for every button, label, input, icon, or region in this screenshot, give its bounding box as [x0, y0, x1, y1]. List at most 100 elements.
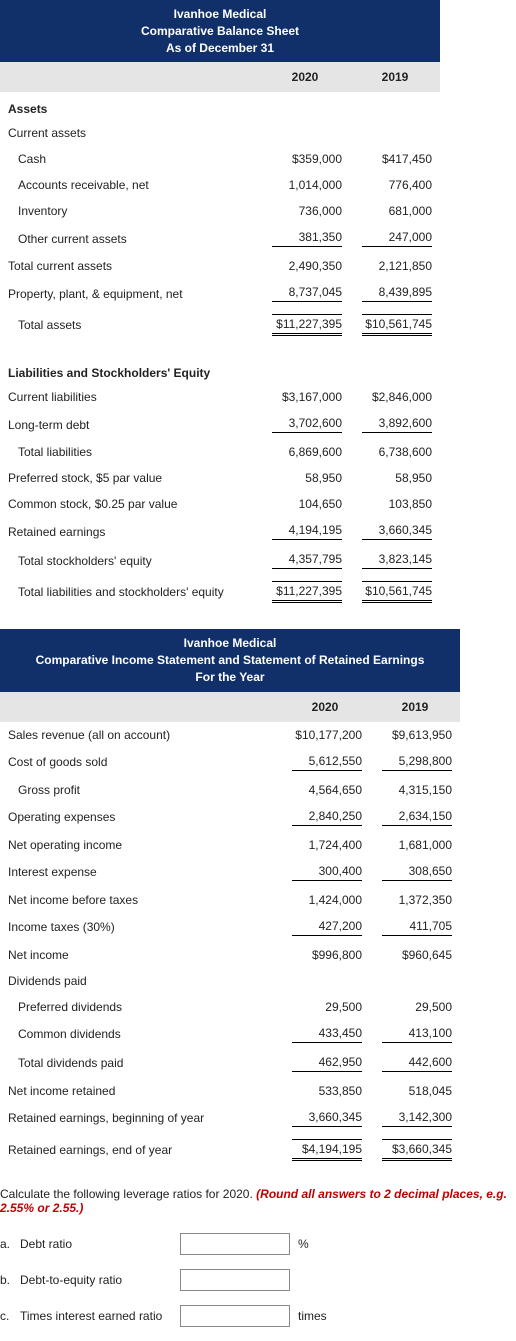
cell: 4,564,650: [280, 783, 370, 797]
debt-ratio-input[interactable]: [180, 1233, 290, 1255]
row-label: Total stockholders' equity: [0, 554, 260, 568]
table-row: Operating expenses2,840,2502,634,150: [0, 803, 460, 832]
cell: 103,850: [350, 497, 440, 511]
row-label: Cash: [0, 152, 260, 166]
cell: 6,738,600: [350, 445, 440, 459]
row-label: Retained earnings, end of year: [0, 1143, 280, 1157]
year-2020: 2020: [260, 70, 350, 84]
cell: 411,705: [370, 919, 460, 936]
table-row: Preferred dividends29,50029,500: [0, 994, 460, 1020]
income-statement-header: Ivanhoe Medical Comparative Income State…: [0, 629, 460, 691]
income-statement-table: Ivanhoe Medical Comparative Income State…: [0, 629, 460, 1166]
row-label: Total liabilities and stockholders' equi…: [0, 585, 260, 599]
times-interest-input[interactable]: [180, 1305, 290, 1327]
cell: 4,194,195: [260, 523, 350, 540]
cell: 5,298,800: [370, 754, 460, 771]
table-row: Retained earnings4,194,1953,660,345: [0, 517, 440, 546]
header-line: Comparative Balance Sheet: [0, 23, 440, 40]
cell: 3,892,600: [350, 416, 440, 433]
row-label: Net income: [0, 948, 280, 962]
cell: $3,660,345: [370, 1139, 460, 1161]
row-label: Income taxes (30%): [0, 920, 280, 934]
table-row: Gross profit4,564,6504,315,150: [0, 777, 460, 803]
row-label: Other current assets: [0, 232, 260, 246]
cell: 462,950: [280, 1055, 370, 1072]
header-line: For the Year: [0, 669, 460, 686]
row-label: Cost of goods sold: [0, 755, 280, 769]
cell: 518,045: [370, 1084, 460, 1098]
cell: $10,561,745: [350, 314, 440, 336]
balance-sheet-header: Ivanhoe Medical Comparative Balance Shee…: [0, 0, 440, 62]
question-label: Debt ratio: [20, 1237, 180, 1251]
row-label: Common dividends: [0, 1027, 280, 1041]
table-row: Total current assets2,490,3502,121,850: [0, 253, 440, 279]
current-assets-title: Current assets: [0, 126, 260, 140]
header-line: Comparative Income Statement and Stateme…: [0, 652, 460, 669]
unit-label: %: [298, 1237, 309, 1251]
table-row: Net income$996,800$960,645: [0, 942, 460, 968]
table-row: Preferred stock, $5 par value58,95058,95…: [0, 465, 440, 491]
row-label: Preferred dividends: [0, 1000, 280, 1014]
cell: $11,227,395: [260, 581, 350, 603]
cell: 4,315,150: [370, 783, 460, 797]
table-row: Interest expense300,400308,650: [0, 858, 460, 887]
cell: $3,167,000: [260, 390, 350, 404]
question-letter: b.: [0, 1273, 20, 1287]
table-row: Retained earnings, beginning of year3,66…: [0, 1104, 460, 1133]
cell: 413,100: [370, 1026, 460, 1043]
question-b: b. Debt-to-equity ratio: [0, 1269, 516, 1291]
unit-label: times: [298, 1309, 327, 1323]
table-row: Net income retained533,850518,045: [0, 1078, 460, 1104]
table-row: Inventory736,000681,000: [0, 198, 440, 224]
cell: 1,372,350: [370, 893, 460, 907]
table-row: Income taxes (30%)427,200411,705: [0, 913, 460, 942]
row-label: Operating expenses: [0, 810, 280, 824]
row-label: Long-term debt: [0, 418, 260, 432]
cell: 58,950: [350, 471, 440, 485]
header-line: As of December 31: [0, 40, 440, 57]
table-row: Retained earnings, end of year$4,194,195…: [0, 1133, 460, 1167]
row-label: Retained earnings, beginning of year: [0, 1111, 280, 1125]
table-row: Total stockholders' equity4,357,7953,823…: [0, 546, 440, 575]
cell: $4,194,195: [280, 1139, 370, 1161]
cell: 8,439,895: [350, 285, 440, 302]
year-header-row: 2020 2019: [0, 692, 460, 722]
row-label: Gross profit: [0, 783, 280, 797]
table-row: Cash$359,000$417,450: [0, 146, 440, 172]
table-row: Dividends paid: [0, 968, 460, 994]
row-label: Net income before taxes: [0, 893, 280, 907]
question-letter: c.: [0, 1309, 20, 1323]
row-label: Property, plant, & equipment, net: [0, 287, 260, 301]
year-2019: 2019: [350, 70, 440, 84]
cell: 681,000: [350, 204, 440, 218]
row-label: Net operating income: [0, 838, 280, 852]
balance-sheet-table: Ivanhoe Medical Comparative Balance Shee…: [0, 0, 440, 609]
cell: 3,702,600: [260, 416, 350, 433]
debt-equity-input[interactable]: [180, 1269, 290, 1291]
cell: $2,846,000: [350, 390, 440, 404]
cell: $11,227,395: [260, 314, 350, 336]
cell: 58,950: [260, 471, 350, 485]
cell: 427,200: [280, 919, 370, 936]
row-label: Interest expense: [0, 865, 280, 879]
header-line: Ivanhoe Medical: [0, 6, 440, 23]
row-label: Current liabilities: [0, 390, 260, 404]
row-label: Total current assets: [0, 259, 260, 273]
cell: 29,500: [370, 1000, 460, 1014]
table-row: Accounts receivable, net1,014,000776,400: [0, 172, 440, 198]
table-row: Other current assets381,350247,000: [0, 224, 440, 253]
cell: 3,660,345: [350, 523, 440, 540]
cell: 4,357,795: [260, 552, 350, 569]
header-line: Ivanhoe Medical: [0, 635, 460, 652]
table-row: Property, plant, & equipment, net8,737,0…: [0, 279, 440, 308]
cell: 300,400: [280, 864, 370, 881]
cell: 29,500: [280, 1000, 370, 1014]
question-c: c. Times interest earned ratio times: [0, 1305, 516, 1327]
instruction-text: Calculate the following leverage ratios …: [0, 1187, 516, 1215]
row-label: Dividends paid: [0, 974, 280, 988]
row-label: Accounts receivable, net: [0, 178, 260, 192]
cell: $10,177,200: [280, 728, 370, 742]
row-label: Retained earnings: [0, 525, 260, 539]
assets-title: Assets: [0, 92, 440, 120]
cell: $359,000: [260, 152, 350, 166]
